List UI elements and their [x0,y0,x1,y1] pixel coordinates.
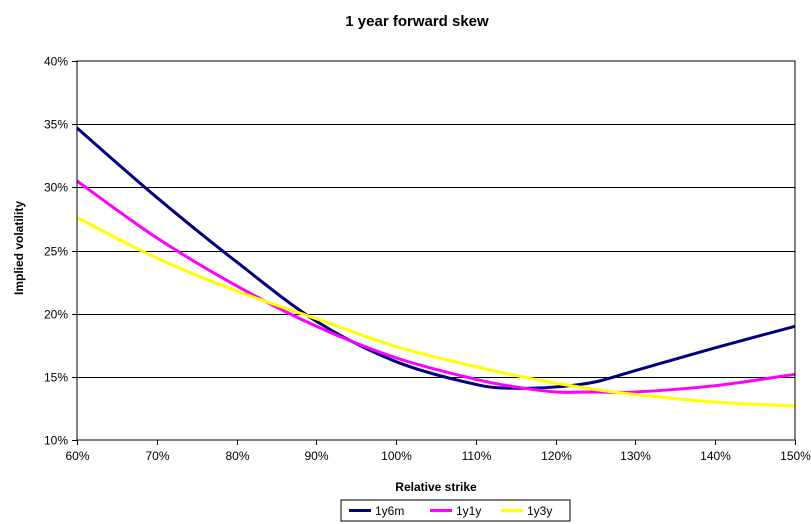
y-tick-label: 10% [44,434,68,448]
x-tick-label: 100% [381,449,412,463]
legend-label-1y1y: 1y1y [456,504,481,518]
series-line-1y3y [76,216,796,408]
y-axis-title: Implied volatility [12,201,26,295]
y-tick-label: 40% [44,55,68,69]
x-tick-label: 130% [620,449,651,463]
legend: 1y6m 1y1y 1y3y [340,499,571,522]
series-lines [76,126,796,408]
y-tick-label: 25% [44,245,68,259]
gridlines [77,124,795,378]
x-tick-label: 120% [541,449,572,463]
series-line-1y6m [76,126,796,390]
plot-area [76,60,796,441]
x-tick-label: 150% [780,449,811,463]
legend-box [340,499,571,522]
plot-border [76,60,796,441]
x-tick-label: 80% [225,449,249,463]
legend-label-1y6m: 1y6m [375,504,404,518]
y-tick-label: 15% [44,371,68,385]
x-axis: 60% 70% 80% 90% 100% 110% 120% 130% 140% 150% [65,440,811,463]
y-axis: 10% 15% 20% 25% 30% 35% 40% [44,55,77,448]
legend-label-1y3y: 1y3y [527,504,552,518]
x-tick-label: 90% [304,449,328,463]
plot-background [77,61,795,440]
x-tick-label: 60% [65,449,89,463]
x-tick-label: 110% [462,449,492,463]
y-tick-label: 35% [44,118,68,132]
y-tick-label: 20% [44,308,68,322]
chart-title: 1 year forward skew [345,13,489,30]
x-tick-label: 70% [145,449,169,463]
x-tick-label: 140% [700,449,731,463]
y-tick-label: 30% [44,181,68,195]
series-line-1y1y [76,179,796,394]
x-axis-title: Relative strike [395,480,477,494]
